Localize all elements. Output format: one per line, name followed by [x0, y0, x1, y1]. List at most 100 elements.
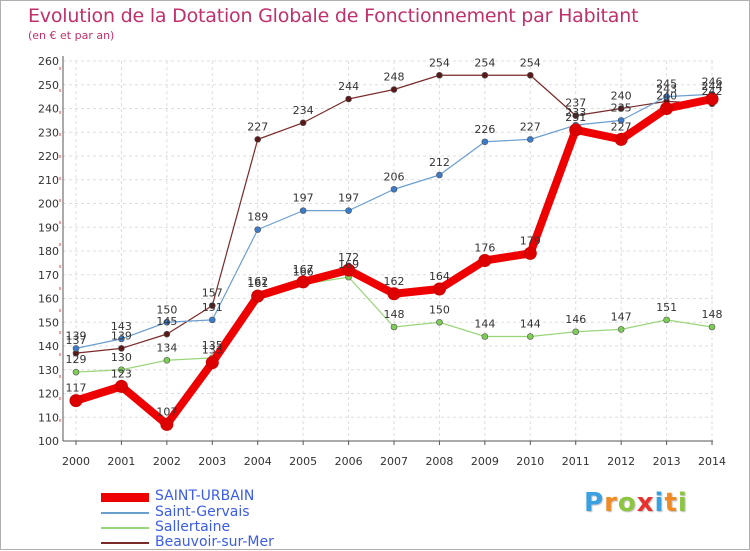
data-point-saint-urbain [387, 287, 401, 301]
data-label-sallertaine: 148 [384, 308, 405, 321]
data-label-saint-urbain: 231 [565, 111, 586, 124]
x-tick-label: 2012 [607, 455, 635, 468]
data-point-sallertaine [481, 333, 489, 340]
data-label-saint-urbain: 161 [247, 277, 268, 290]
legend-swatch-sallertaine [101, 527, 149, 529]
data-point-saint-gervais [345, 207, 352, 214]
chart-title: Evolution de la Dotation Globale de Fonc… [28, 5, 639, 27]
data-label-sallertaine: 130 [111, 351, 132, 364]
x-tick-label: 2007 [380, 455, 408, 468]
data-label-beauvoir-sur-mer: 237 [565, 97, 586, 110]
data-label-beauvoir-sur-mer: 242 [702, 85, 723, 98]
data-point-beauvoir-sur-mer [572, 112, 580, 119]
data-label-sallertaine: 144 [474, 318, 495, 331]
data-point-beauvoir-sur-mer [163, 330, 171, 338]
data-label-saint-gervais: 189 [247, 211, 268, 224]
data-label-saint-gervais: 245 [656, 78, 677, 91]
data-label-sallertaine: 166 [293, 265, 314, 278]
data-point-beauvoir-sur-mer [345, 95, 352, 103]
data-label-saint-gervais: 151 [202, 301, 223, 314]
data-point-sallertaine [72, 368, 80, 376]
y-tick-label: 200 [38, 198, 59, 211]
data-point-sallertaine [663, 316, 670, 324]
data-point-beauvoir-sur-mer [299, 119, 307, 127]
data-label-saint-urbain: 133 [202, 344, 223, 357]
data-point-saint-urbain [478, 254, 492, 267]
legend-label-beauvoir-sur-mer: Beauvoir-sur-Mer [155, 534, 274, 550]
data-point-saint-urbain [432, 282, 446, 296]
chart-subtitle: (en € et par an) [28, 29, 115, 42]
y-tick-label: 180 [38, 245, 59, 258]
data-label-beauvoir-sur-mer: 240 [611, 90, 632, 103]
data-point-beauvoir-sur-mer [208, 302, 216, 309]
data-label-sallertaine: 134 [156, 341, 177, 354]
data-point-saint-gervais [118, 335, 125, 343]
data-label-sallertaine: 146 [565, 313, 586, 326]
y-tick-label: 120 [38, 388, 59, 401]
y-tick-label: 170 [38, 269, 59, 282]
data-label-sallertaine: 151 [656, 301, 677, 314]
x-tick-label: 2014 [698, 455, 726, 468]
x-tick-label: 2010 [516, 455, 544, 468]
x-tick-label: 2013 [653, 455, 681, 468]
data-point-saint-urbain [342, 263, 356, 277]
y-tick-label: 220 [38, 150, 59, 163]
data-label-saint-urbain: 164 [429, 270, 450, 283]
data-label-saint-urbain: 244 [702, 80, 723, 93]
legend-swatch-beauvoir-sur-mer [101, 542, 149, 544]
data-label-sallertaine: 129 [66, 353, 87, 366]
data-label-beauvoir-sur-mer: 243 [656, 82, 677, 95]
x-tick-label: 2008 [425, 455, 453, 468]
data-point-beauvoir-sur-mer [617, 105, 625, 112]
data-point-sallertaine [708, 323, 716, 331]
data-point-saint-gervais [72, 345, 80, 352]
x-tick-label: 2011 [562, 455, 590, 468]
proxiti-logo: Proxiti [584, 488, 688, 518]
data-point-saint-urbain [705, 92, 719, 106]
x-tick-label: 2006 [335, 455, 363, 468]
data-label-saint-urbain: 162 [384, 275, 405, 288]
data-label-sallertaine: 150 [429, 303, 450, 316]
data-label-beauvoir-sur-mer: 137 [66, 334, 87, 347]
y-tick-label: 240 [38, 103, 59, 116]
data-label-sallertaine: 169 [338, 258, 359, 271]
y-tick-label: 260 [38, 55, 59, 68]
data-point-saint-urbain [296, 275, 310, 289]
legend-label-saint-urbain: SAINT-URBAIN [155, 488, 255, 504]
data-point-sallertaine [390, 323, 398, 331]
data-point-beauvoir-sur-mer [118, 345, 125, 352]
data-label-saint-gervais: 150 [156, 303, 177, 316]
data-label-saint-urbain: 176 [474, 242, 495, 255]
logo-letter: P [584, 488, 605, 518]
y-tick-label: 160 [38, 293, 59, 306]
y-tick-label: 100 [38, 435, 59, 448]
x-tick-label: 2003 [198, 455, 226, 468]
series-lines [69, 71, 719, 431]
data-label-beauvoir-sur-mer: 254 [520, 56, 541, 69]
data-label-saint-urbain: 167 [293, 263, 314, 276]
data-point-saint-gervais [663, 93, 670, 100]
y-tick-label: 230 [38, 126, 59, 139]
data-point-sallertaine [617, 326, 625, 333]
data-label-saint-gervais: 226 [474, 123, 495, 136]
x-tick-label: 2000 [62, 455, 90, 468]
data-point-saint-gervais [163, 318, 171, 326]
data-point-saint-urbain [114, 379, 128, 393]
data-label-saint-urbain: 179 [520, 234, 541, 247]
logo-letter: i [677, 488, 688, 518]
data-label-saint-gervais: 227 [520, 120, 541, 133]
data-label-beauvoir-sur-mer: 234 [293, 104, 314, 117]
data-label-sallertaine: 147 [611, 310, 632, 323]
data-label-saint-gervais: 246 [702, 75, 723, 88]
data-label-sallertaine: 144 [520, 318, 541, 331]
data-label-saint-urbain: 123 [111, 367, 132, 380]
data-label-sallertaine: 135 [202, 339, 223, 352]
data-point-saint-urbain [523, 246, 537, 260]
data-label-saint-gervais: 212 [429, 156, 450, 169]
data-point-beauvoir-sur-mer [481, 71, 489, 79]
data-label-saint-gervais: 235 [611, 101, 632, 114]
data-point-sallertaine [572, 328, 580, 336]
y-tick-label: 140 [38, 340, 59, 353]
data-label-saint-urbain: 117 [66, 382, 87, 395]
